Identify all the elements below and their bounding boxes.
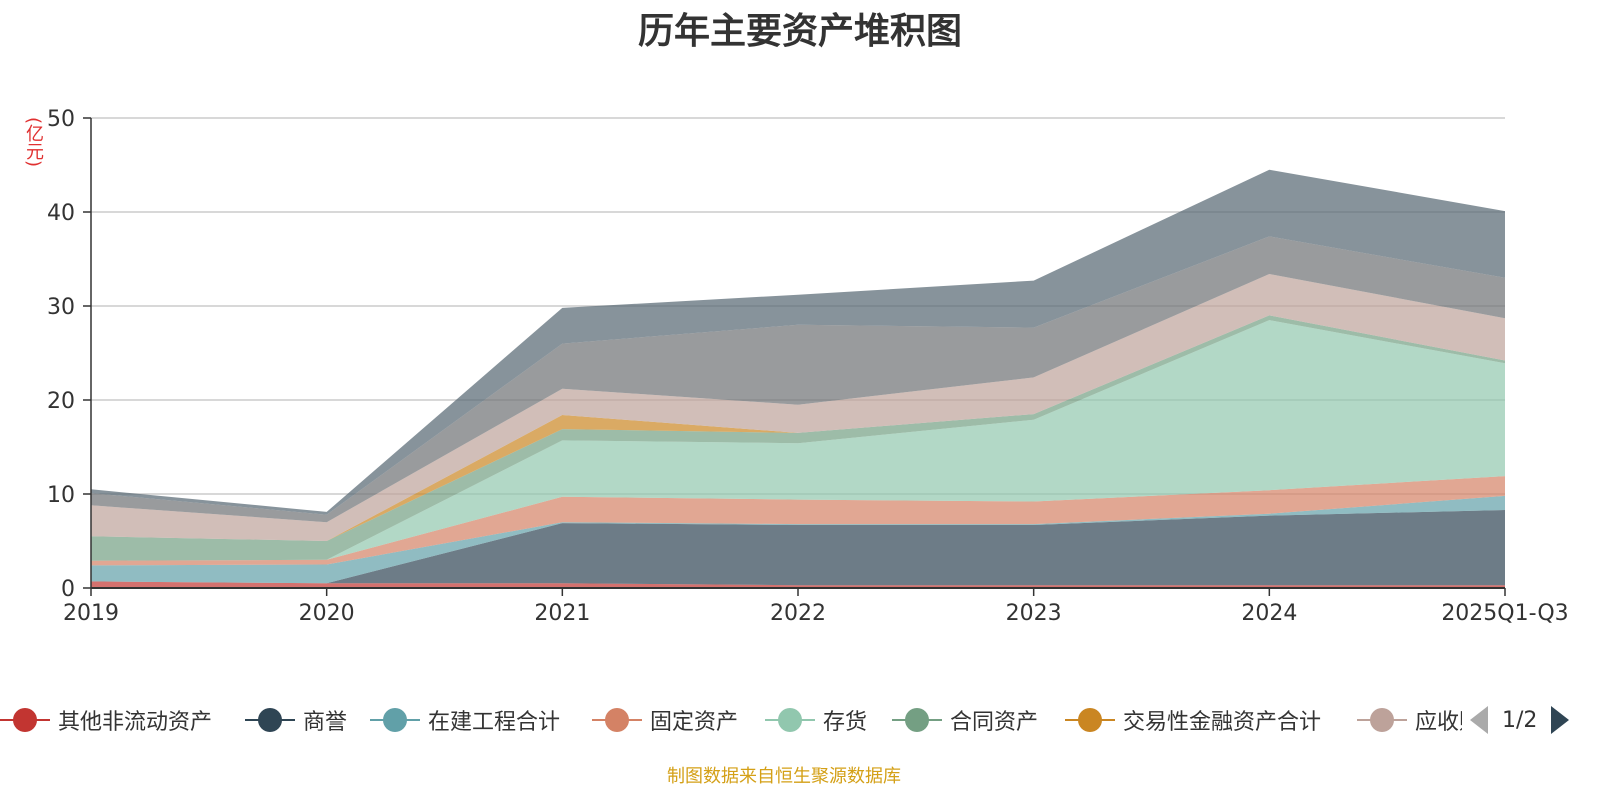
stacked-area-chart: 0 10 20 30 40 50 2019 2020 2021 2022 2023 2024 2025Q… bbox=[47, 107, 1569, 626]
y-tick-label: 20 bbox=[47, 389, 75, 414]
legend-page-indicator: 1/2 bbox=[1502, 707, 1538, 733]
legend-marker-icon bbox=[245, 700, 295, 740]
legend-item[interactable]: 存货 bbox=[765, 700, 867, 740]
area-series-6[interactable] bbox=[91, 315, 1505, 561]
y-tick-label: 10 bbox=[47, 483, 75, 508]
legend-item[interactable]: 在建工程合计 bbox=[370, 700, 560, 740]
legend-item-label: 在建工程合计 bbox=[428, 710, 561, 735]
legend-marker-icon bbox=[1065, 700, 1115, 740]
area-series-layer bbox=[91, 169, 1505, 588]
y-tick-label: 40 bbox=[47, 201, 75, 226]
x-tick-label: 2019 bbox=[63, 601, 119, 626]
legend-item[interactable]: 应收账款 bbox=[1357, 700, 1462, 740]
legend-marker-icon bbox=[0, 700, 50, 740]
data-source-note: 制图数据来自恒生聚源数据库 bbox=[667, 766, 901, 787]
legend-item-label: 存货 bbox=[823, 710, 868, 735]
y-tick-label: 50 bbox=[47, 107, 75, 132]
x-tick-label: 2020 bbox=[299, 601, 355, 626]
area-series-5[interactable] bbox=[91, 320, 1505, 561]
legend-item[interactable]: 商誉 bbox=[245, 700, 347, 740]
x-tick-label: 2022 bbox=[770, 601, 826, 626]
chart-title: 历年主要资产堆积图 bbox=[637, 11, 962, 52]
legend-item-label: 交易性金融资产合计 bbox=[1123, 710, 1322, 735]
legend-item[interactable]: 合同资产 bbox=[892, 700, 1038, 740]
area-series-8[interactable] bbox=[91, 274, 1505, 541]
legend-item-label: 合同资产 bbox=[950, 710, 1039, 735]
axes: 0 10 20 30 40 50 2019 2020 2021 2022 2023 2024 2025Q… bbox=[47, 107, 1569, 626]
legend: 其他非流动资产 商誉 在建工程合计 固定资产 存货 合同资产 交易性金融资产合计 应收账款 bbox=[0, 700, 1462, 740]
legend-next-page-icon[interactable] bbox=[1551, 706, 1570, 734]
x-tick-label: 2024 bbox=[1241, 601, 1297, 626]
area-series-2[interactable] bbox=[91, 510, 1505, 586]
legend-item-label: 应收账款 bbox=[1415, 710, 1462, 735]
legend-marker-icon bbox=[765, 700, 815, 740]
legend-marker-icon bbox=[1357, 700, 1407, 740]
area-series-4[interactable] bbox=[91, 476, 1505, 566]
legend-item[interactable]: 其他非流动资产 bbox=[0, 700, 212, 740]
area-series-3[interactable] bbox=[91, 495, 1505, 584]
legend-marker-icon bbox=[370, 700, 420, 740]
legend-item[interactable]: 交易性金融资产合计 bbox=[1065, 700, 1321, 740]
legend-marker-icon bbox=[892, 700, 942, 740]
legend-item-label: 其他非流动资产 bbox=[58, 710, 213, 735]
y-axis-unit-label: (亿元) bbox=[23, 117, 44, 168]
area-series-9[interactable] bbox=[91, 236, 1505, 523]
area-series-7[interactable] bbox=[91, 315, 1505, 541]
y-tick-label: 30 bbox=[47, 295, 75, 320]
legend-pager: 1/2 bbox=[1470, 700, 1570, 740]
legend-prev-page-icon[interactable] bbox=[1470, 706, 1488, 734]
legend-item[interactable]: 固定资产 bbox=[592, 700, 738, 740]
x-tick-label: 2021 bbox=[534, 601, 590, 626]
legend-item-label: 商誉 bbox=[303, 710, 348, 735]
legend-item-label: 固定资产 bbox=[650, 710, 739, 735]
area-series-10[interactable] bbox=[91, 169, 1505, 515]
x-tick-label: 2025Q1-Q3 bbox=[1441, 601, 1568, 626]
area-series-1[interactable] bbox=[91, 581, 1505, 588]
legend-marker-icon bbox=[592, 700, 642, 740]
y-tick-label: 0 bbox=[61, 577, 75, 602]
x-tick-label: 2023 bbox=[1006, 601, 1062, 626]
